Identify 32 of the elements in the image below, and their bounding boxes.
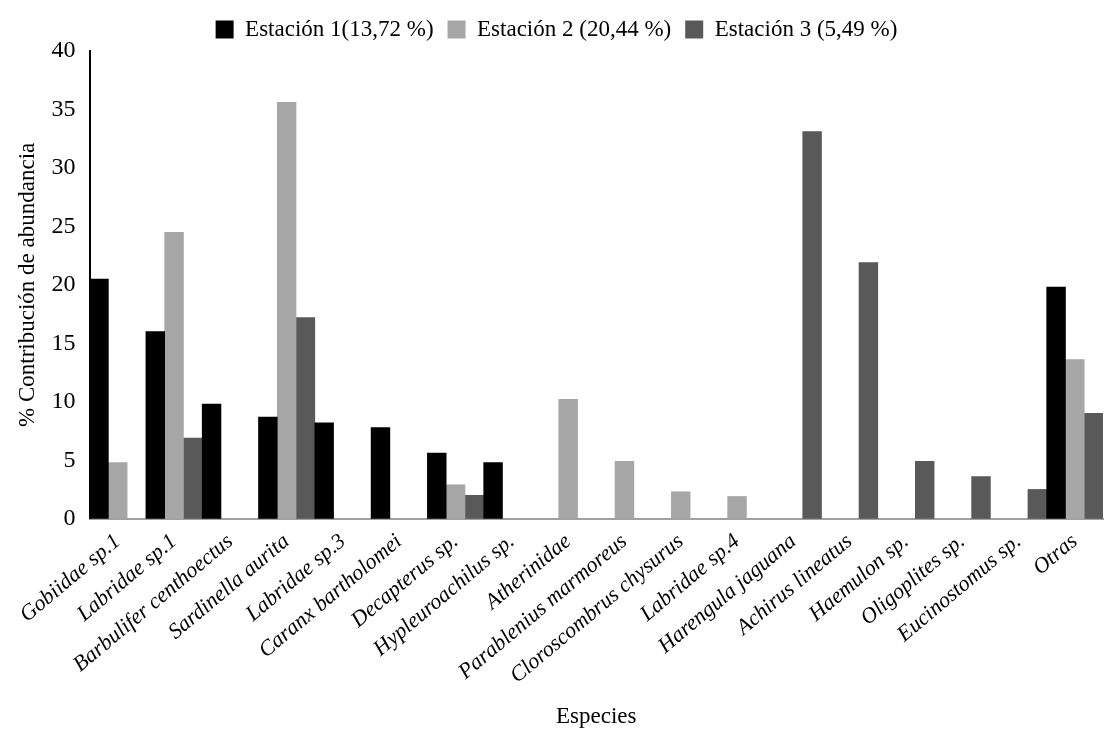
bar bbox=[483, 462, 503, 519]
legend-label: Estación 1(13,72 %) bbox=[245, 15, 434, 41]
y-tick-label: 30 bbox=[51, 153, 76, 180]
bar bbox=[427, 452, 447, 519]
y-tick-label: 35 bbox=[51, 94, 76, 121]
bar bbox=[1027, 489, 1048, 519]
y-tick-label: 15 bbox=[51, 328, 76, 355]
bar bbox=[183, 437, 203, 519]
bar bbox=[971, 476, 991, 519]
bar bbox=[464, 494, 485, 519]
bar bbox=[258, 416, 278, 519]
legend-label: Estación 2 (20,44 %) bbox=[477, 15, 672, 41]
bar bbox=[802, 131, 822, 519]
y-tick-label: 25 bbox=[51, 211, 76, 238]
legend-label: Estación 3 (5,49 %) bbox=[714, 15, 898, 41]
y-tick-label: 20 bbox=[51, 270, 76, 297]
y-tick-label: 40 bbox=[51, 36, 76, 63]
x-tick-label: Otras bbox=[1027, 527, 1082, 580]
bar bbox=[1046, 286, 1066, 519]
bar bbox=[370, 427, 391, 519]
y-tick-label: 0 bbox=[63, 503, 76, 530]
bar bbox=[1083, 413, 1103, 519]
x-axis-title: Especies bbox=[556, 703, 637, 729]
bar bbox=[295, 317, 316, 519]
y-tick-label: 10 bbox=[51, 387, 76, 414]
y-tick-label: 5 bbox=[63, 445, 76, 472]
bar bbox=[145, 331, 165, 519]
y-axis-title: % Contribución de abundancia bbox=[13, 142, 39, 427]
bar bbox=[314, 422, 334, 519]
bar bbox=[201, 403, 222, 519]
bar bbox=[858, 262, 879, 519]
bar bbox=[915, 461, 935, 519]
